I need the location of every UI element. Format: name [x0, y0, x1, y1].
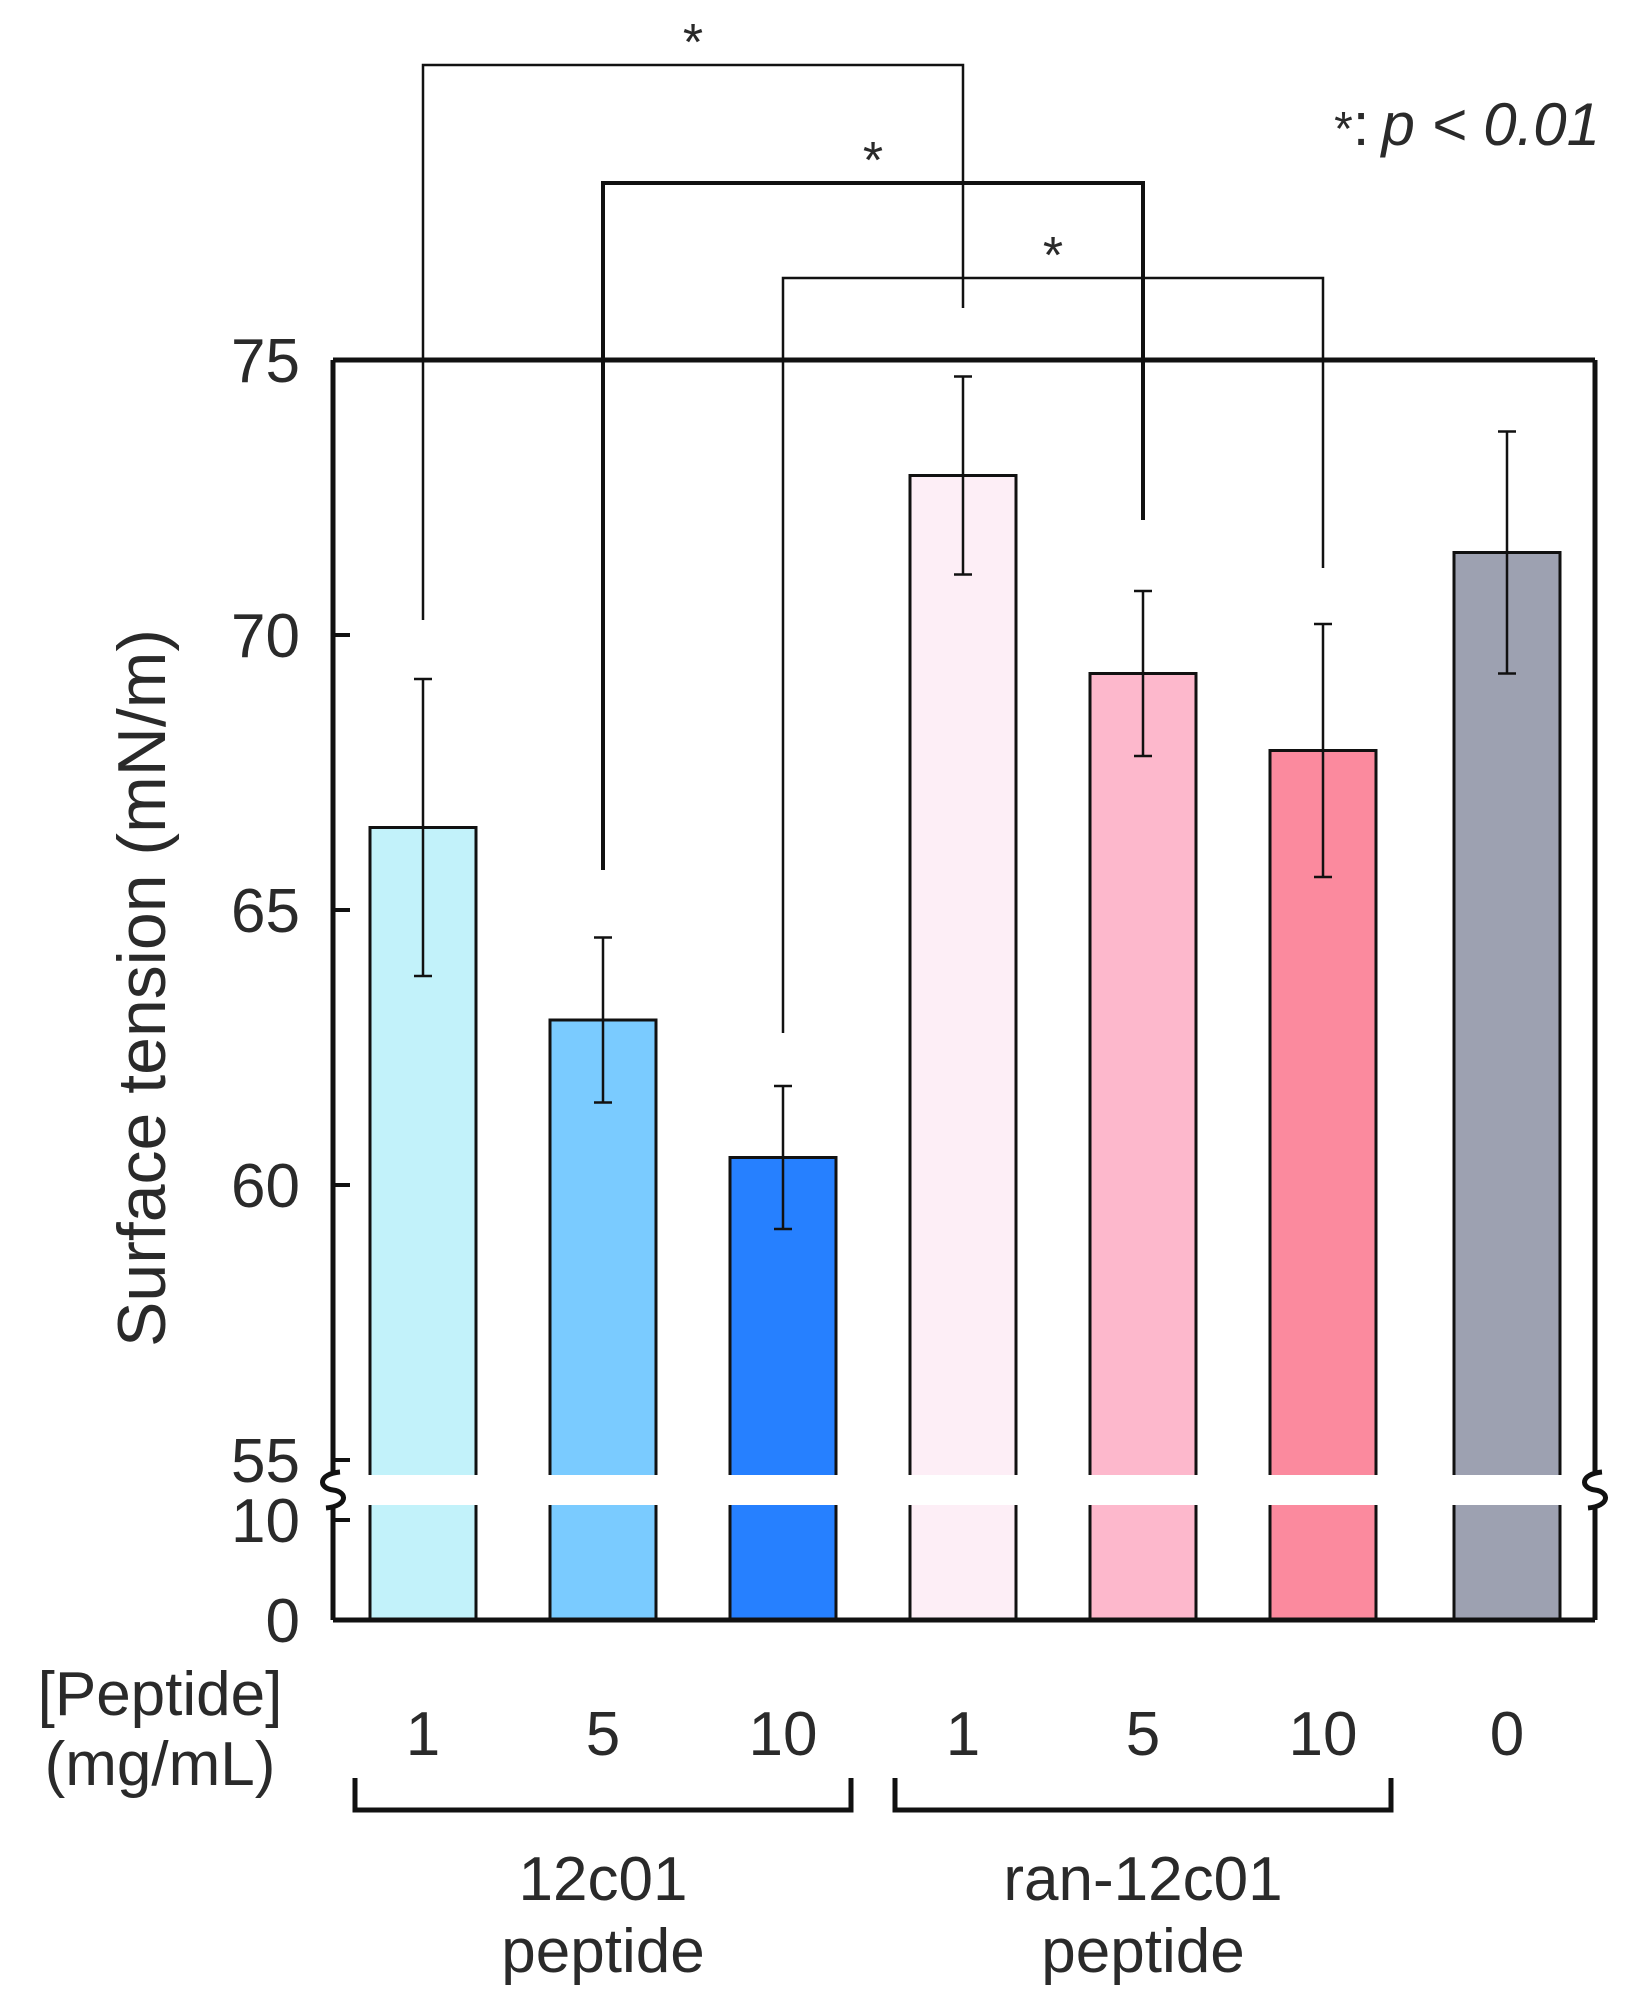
- bar: [548, 1018, 658, 1622]
- y-axis-label: Surface tension (mN/m): [104, 629, 180, 1347]
- significance-marker: *: [683, 14, 703, 72]
- group-label: peptide: [501, 1917, 704, 1986]
- x-tick-label: 5: [586, 1700, 620, 1769]
- significance-brackets: * * *: [421, 14, 1325, 1033]
- bar: [1452, 551, 1562, 1622]
- error-bars: [414, 375, 1516, 1231]
- group-label: 12c01: [519, 1845, 688, 1914]
- group-bracket: [892, 1778, 1394, 1813]
- x-tick-labels: 1 5 10 1 5 10 0: [406, 1700, 1524, 1769]
- x-tick-label: 10: [749, 1700, 818, 1769]
- x-tick-label: 0: [1490, 1700, 1524, 1769]
- y-tick-label: 10: [231, 1487, 300, 1556]
- y-tick-label: 0: [266, 1587, 300, 1656]
- y-tick-label: 70: [231, 602, 300, 671]
- y-tick-label: 60: [231, 1152, 300, 1221]
- bar: [908, 474, 1018, 1622]
- x-tick-label: 1: [406, 1700, 440, 1769]
- significance-marker: *: [863, 132, 883, 190]
- y-tick-label: 55: [231, 1427, 300, 1496]
- significance-bracket: [601, 181, 1145, 870]
- group-bracket: [352, 1778, 854, 1813]
- axis-break-band: [318, 1475, 1595, 1505]
- y-axis-ticks: 55 60 65 70 75 0 10: [231, 327, 350, 1656]
- axis-break-mark-left: [320, 1469, 346, 1511]
- group-label: ran-12c01: [1003, 1845, 1282, 1914]
- y-tick-label: 75: [231, 327, 300, 396]
- x-axis-label-line-1: [Peptide]: [38, 1660, 283, 1729]
- significance-bracket: [781, 276, 1325, 1033]
- bars: [368, 474, 1562, 1622]
- significance-note: *: p < 0.01: [1334, 91, 1600, 158]
- axis-break-mark-right: [1582, 1469, 1608, 1511]
- y-tick-label: 65: [231, 877, 300, 946]
- group-label: peptide: [1041, 1917, 1244, 1986]
- significance-marker: *: [1043, 227, 1063, 285]
- significance-note-text: p < 0.01: [1379, 91, 1600, 158]
- significance-note-separator: :: [1353, 91, 1370, 158]
- x-tick-label: 10: [1289, 1700, 1358, 1769]
- plot-frame: [330, 357, 1598, 1623]
- x-tick-label: 1: [946, 1700, 980, 1769]
- axis-break-marks: [320, 1469, 1608, 1511]
- x-axis-label-line-2: (mg/mL): [45, 1730, 276, 1799]
- x-tick-label: 5: [1126, 1700, 1160, 1769]
- bar: [1088, 672, 1198, 1622]
- significance-note-symbol: *: [1334, 103, 1353, 156]
- significance-bracket: [421, 63, 965, 620]
